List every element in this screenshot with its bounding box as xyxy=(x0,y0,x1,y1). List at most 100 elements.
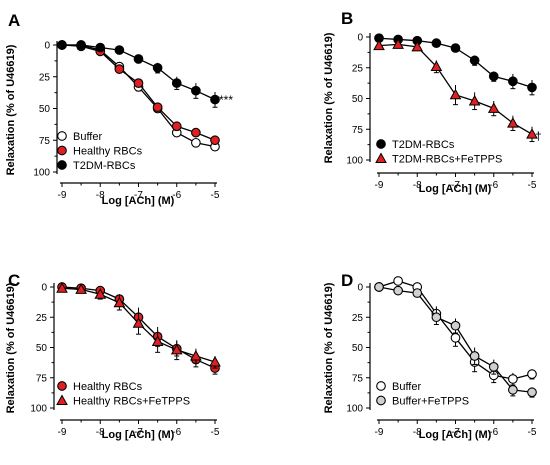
data-point xyxy=(431,38,442,49)
y-tick-label: 0 xyxy=(44,41,50,52)
data-point xyxy=(374,282,384,292)
y-axis-title: Relaxation (% of U46619) xyxy=(323,32,335,163)
y-tick-label: 0 xyxy=(357,283,363,294)
legend-label: Healthy RBCs+FeTPPS xyxy=(73,396,190,408)
legend-marker xyxy=(57,160,67,170)
legend-marker xyxy=(375,152,387,163)
panel-letter: C xyxy=(8,271,20,290)
y-tick-label: 100 xyxy=(346,404,363,415)
data-point xyxy=(210,94,220,105)
x-tick-label: -6 xyxy=(489,180,498,191)
y-tick-label: 50 xyxy=(36,343,48,354)
y-tick-label: 25 xyxy=(352,63,364,74)
data-point xyxy=(508,385,518,395)
y-tick-label: 50 xyxy=(39,104,51,115)
data-point xyxy=(191,137,201,148)
data-point xyxy=(488,362,499,372)
data-point xyxy=(56,282,68,293)
legend-marker xyxy=(376,395,386,406)
data-point xyxy=(191,85,201,96)
data-point xyxy=(152,102,163,113)
y-tick-label: 75 xyxy=(36,373,48,384)
x-tick-label: -9 xyxy=(58,427,67,438)
legend-label: Buffer xyxy=(392,381,421,393)
panel-c: C 0 25 50 75 100 -9 -8 -7 -6 -5 Relaxation (% of U4… xyxy=(5,271,221,441)
data-point xyxy=(393,285,403,296)
data-point xyxy=(190,349,202,361)
y-axis-title: Relaxation (% of U46619) xyxy=(5,44,17,175)
legend-marker xyxy=(376,381,386,391)
y-tick-label: 50 xyxy=(352,94,364,105)
legend-marker xyxy=(376,139,386,149)
x-tick-label: -8 xyxy=(413,427,422,438)
x-axis-title: Log [ACh] (M) xyxy=(419,183,492,195)
data-point xyxy=(75,283,87,294)
data-point xyxy=(508,374,518,384)
x-tick-label: -6 xyxy=(489,427,498,438)
legend-label: Healthy RBCs xyxy=(73,381,143,393)
series-1 xyxy=(373,38,538,143)
y-tick-label: 50 xyxy=(352,343,364,354)
data-point xyxy=(171,78,182,88)
data-point xyxy=(191,127,201,138)
x-tick-label: -8 xyxy=(96,427,105,438)
data-point xyxy=(132,317,145,328)
x-tick-label: -5 xyxy=(211,427,220,438)
data-point xyxy=(507,117,519,128)
x-tick-label: -5 xyxy=(211,190,220,201)
y-tick-label: 100 xyxy=(346,156,363,167)
y-axis-title: Relaxation (% of U46619) xyxy=(323,282,335,413)
x-tick-label: -5 xyxy=(528,180,537,191)
data-point xyxy=(393,276,403,286)
data-point xyxy=(94,288,107,299)
data-point xyxy=(468,94,481,106)
data-point xyxy=(392,38,404,49)
data-point xyxy=(487,102,500,113)
data-point xyxy=(373,39,385,51)
x-tick-label: -7 xyxy=(134,190,143,201)
x-tick-label: -7 xyxy=(451,427,460,438)
x-tick-label: -8 xyxy=(413,180,422,191)
data-point xyxy=(114,64,125,74)
legend-marker xyxy=(57,131,67,141)
data-point xyxy=(151,335,164,346)
panel-b: B0 25 50 75 100 -9 -8 -7 -6 -5 Relaxation (% of U4… xyxy=(323,9,542,195)
x-tick-label: -6 xyxy=(172,427,181,438)
y-axis-title: Relaxation (% of U46619) xyxy=(5,282,17,413)
x-tick-label: -9 xyxy=(375,427,384,438)
x-tick-label: -9 xyxy=(375,180,384,191)
y-tick-label: 75 xyxy=(352,125,364,136)
legend-label: Buffer+FeTPPS xyxy=(392,396,469,408)
data-point xyxy=(526,128,538,139)
data-point xyxy=(469,55,480,66)
data-point xyxy=(95,42,106,53)
y-tick-label: 0 xyxy=(357,33,363,44)
series-1 xyxy=(374,282,537,398)
x-tick-label: -7 xyxy=(134,427,143,438)
legend-label: T2DM-RBCs xyxy=(392,139,455,151)
significance-marker: † xyxy=(535,129,542,143)
data-point xyxy=(170,343,183,355)
data-point xyxy=(430,60,443,72)
data-point xyxy=(449,88,462,100)
y-tick-label: 100 xyxy=(30,404,47,415)
legend-label: T2DM-RBCs+FeTPPS xyxy=(392,154,502,166)
x-axis-title: Log [ACh] (M) xyxy=(419,429,492,441)
data-point xyxy=(114,45,125,55)
x-axis-title: Log [ACh] (M) xyxy=(102,429,175,441)
data-point xyxy=(113,296,126,308)
data-point xyxy=(527,82,537,93)
panel-letter: B xyxy=(341,9,353,28)
data-point xyxy=(488,71,499,82)
data-point xyxy=(412,288,423,298)
data-point xyxy=(133,54,144,64)
data-point xyxy=(431,312,442,323)
x-tick-label: -6 xyxy=(172,190,181,201)
y-tick-label: 25 xyxy=(39,72,51,83)
data-point xyxy=(450,320,461,331)
data-point xyxy=(469,351,480,361)
x-tick-label: -8 xyxy=(96,190,105,201)
data-point xyxy=(411,40,424,52)
panel-letter: A xyxy=(8,11,20,30)
series-2 xyxy=(57,40,220,108)
